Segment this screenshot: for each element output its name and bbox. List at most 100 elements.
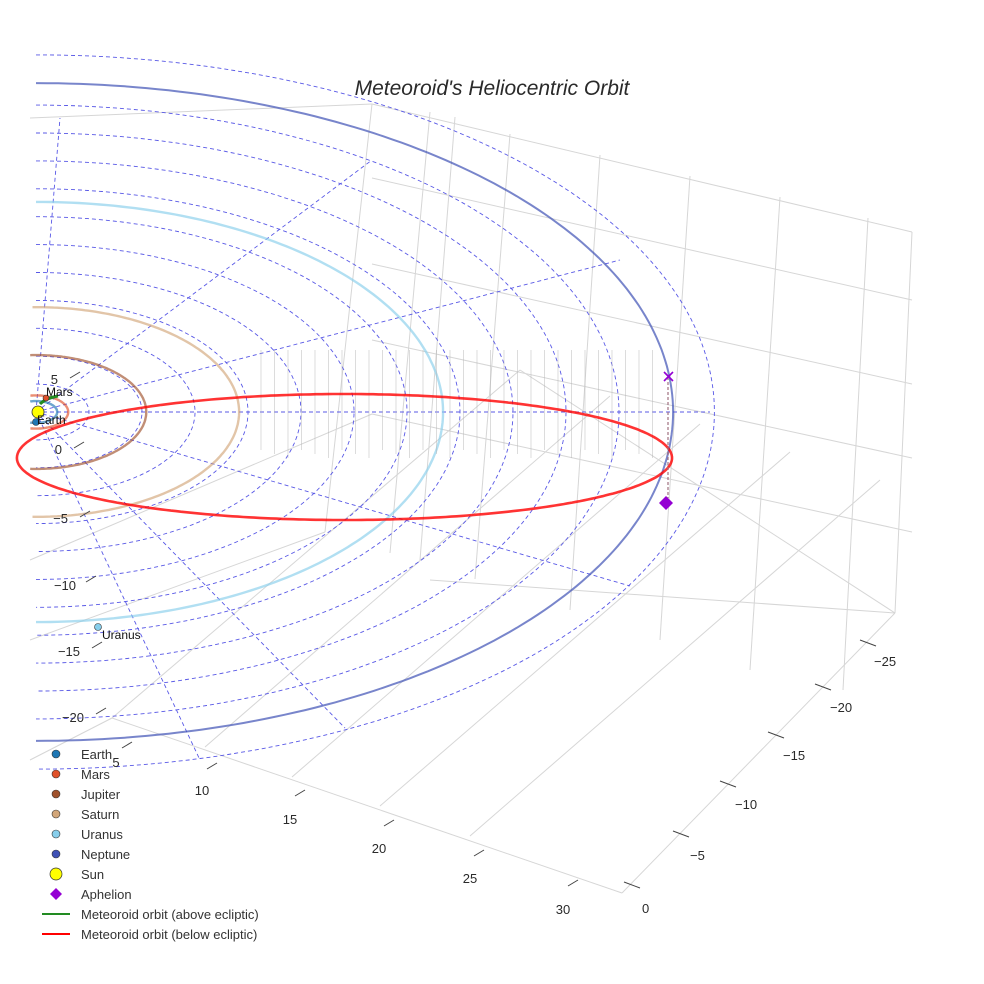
legend-label: Meteoroid orbit (above ecliptic): [81, 907, 259, 922]
grid-line: [371, 263, 913, 385]
ecliptic-radial: [35, 411, 201, 761]
grid-line: [894, 231, 913, 614]
sun-icon: [49, 867, 63, 881]
grid-line: [324, 103, 373, 533]
z-tick-label: 0: [55, 442, 62, 457]
x-axis: 5 10 15 20 25 30: [112, 741, 579, 917]
legend-label: Meteoroid orbit (below ecliptic): [81, 927, 257, 942]
z-tick-label: 5: [51, 372, 58, 387]
chart-title: Meteoroid's Heliocentric Orbit: [355, 77, 631, 100]
legend-dot-icon: [51, 849, 61, 859]
grid-line: [469, 479, 881, 837]
y-tick-label: −25: [874, 654, 896, 669]
y-tick-mark: [859, 639, 877, 647]
legend-dot-icon: [51, 749, 61, 759]
legend-item-orbit-below[interactable]: Meteoroid orbit (below ecliptic): [42, 927, 257, 942]
ecliptic-grid: [35, 54, 715, 770]
aphelion-x-marker: [663, 371, 674, 382]
z-tick-mark: [91, 641, 103, 649]
grid-line: [621, 612, 896, 894]
legend-label: Saturn: [81, 807, 119, 822]
y-tick-label: −20: [830, 700, 852, 715]
earth-label: Earth: [37, 413, 66, 427]
y-tick-mark: [767, 731, 785, 739]
grid-line: [291, 423, 701, 778]
grid-line: [842, 217, 869, 691]
markers: [31, 371, 674, 631]
legend-dot-icon: [51, 809, 61, 819]
legend-dot-icon: [51, 789, 61, 799]
x-tick-label: 10: [195, 783, 209, 798]
x-tick-label: 30: [556, 902, 570, 917]
grid-line: [204, 395, 611, 748]
ecliptic-ring: [36, 54, 715, 770]
x-tick-label: 5: [112, 755, 119, 770]
sun-marker: [31, 405, 45, 419]
z-tick-mark: [69, 371, 81, 379]
legend-label: Earth: [81, 747, 112, 762]
ecliptic-radial: [35, 159, 373, 413]
mars-label: Mars: [46, 385, 73, 399]
y-tick-label: −5: [690, 848, 705, 863]
ecliptic-ring: [36, 355, 143, 469]
legend-item-mars[interactable]: Mars: [51, 767, 110, 782]
drop-lines: [260, 350, 653, 458]
grid-line: [379, 451, 791, 807]
ecliptic-ring: [36, 244, 355, 580]
legend-dot-icon: [51, 769, 61, 779]
z-tick-label: −10: [54, 578, 76, 593]
z-tick-label: −5: [53, 511, 68, 526]
x-tick-mark: [206, 762, 218, 770]
legend-label: Neptune: [81, 847, 130, 862]
z-tick-mark: [95, 707, 107, 715]
meteoroid-orbit: [15, 392, 674, 522]
x-tick-mark: [567, 879, 579, 887]
grid-line: [111, 369, 521, 719]
grid-line: [659, 175, 691, 641]
legend-item-earth[interactable]: Earth: [51, 747, 112, 762]
legend-dot-icon: [51, 829, 61, 839]
ecliptic-ring: [36, 160, 514, 664]
grid-line: [371, 103, 913, 233]
legend-item-neptune[interactable]: Neptune: [51, 847, 130, 862]
x-tick-mark: [294, 789, 306, 797]
legend-item-jupiter[interactable]: Jupiter: [51, 787, 121, 802]
jupiter-orbit: [30, 353, 148, 471]
y-tick-mark: [719, 780, 737, 788]
meteoroid-orbit-below: [15, 392, 674, 522]
x-tick-mark: [383, 819, 395, 827]
legend-item-aphelion[interactable]: Aphelion: [50, 887, 132, 902]
uranus-label: Uranus: [102, 628, 141, 642]
legend-item-sun[interactable]: Sun: [49, 867, 104, 882]
legend-label: Jupiter: [81, 787, 121, 802]
ecliptic-ring: [36, 327, 196, 497]
grid-line: [389, 111, 431, 554]
grid-layer: [29, 103, 913, 894]
x-tick-label: 15: [283, 812, 297, 827]
ecliptic-radial: [35, 117, 61, 413]
z-tick-label: −15: [58, 644, 80, 659]
grid-line: [419, 116, 456, 561]
x-tick-label: 20: [372, 841, 386, 856]
y-tick-label: −10: [735, 797, 757, 812]
legend-label: Mars: [81, 767, 110, 782]
legend-label: Aphelion: [81, 887, 132, 902]
grid-line: [29, 717, 113, 761]
z-tick-mark: [79, 510, 91, 518]
legend-item-saturn[interactable]: Saturn: [51, 807, 119, 822]
legend-item-orbit-above[interactable]: Meteoroid orbit (above ecliptic): [42, 907, 259, 922]
ecliptic-radial: [35, 259, 621, 413]
diamond-icon: [50, 888, 62, 900]
planet-orbits: [29, 82, 675, 742]
grid-line: [29, 413, 373, 561]
grid-line: [749, 196, 781, 671]
y-tick-label: −15: [783, 748, 805, 763]
grid-line: [111, 717, 623, 894]
grid-line: [371, 339, 913, 459]
y-tick-mark: [672, 830, 690, 838]
earth-marker: [32, 418, 40, 426]
legend[interactable]: Earth Mars Jupiter Saturn Uranus Neptune…: [42, 747, 259, 942]
legend-item-uranus[interactable]: Uranus: [51, 827, 123, 842]
z-tick-label: −20: [62, 710, 84, 725]
